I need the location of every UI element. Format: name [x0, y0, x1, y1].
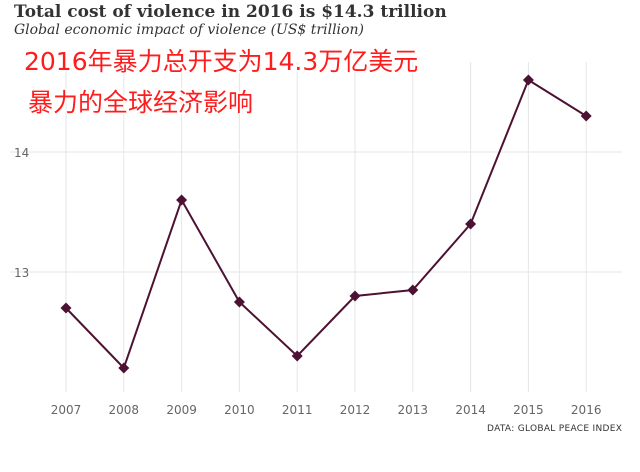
chart-title: Total cost of violence in 2016 is $14.3 …	[14, 2, 447, 22]
x-tick-label: 2015	[513, 403, 544, 417]
series-markers	[60, 74, 592, 374]
data-point-marker	[291, 350, 303, 362]
x-tick-label: 2007	[51, 403, 82, 417]
caption-line-1: 2016年暴力总开支为14.3万亿美元	[24, 47, 418, 76]
data-point-marker	[349, 290, 361, 302]
data-point-marker	[233, 296, 245, 308]
chart-subtitle: Global economic impact of violence (US$ …	[14, 22, 364, 38]
x-tick-label: 2009	[166, 403, 197, 417]
x-tick-label: 2010	[224, 403, 255, 417]
x-tick-label: 2012	[340, 403, 371, 417]
x-tick-label: 2013	[398, 403, 429, 417]
data-source-note: DATA: GLOBAL PEACE INDEX	[487, 424, 623, 434]
x-axis-ticks: 2007 2008 2009 2010 2011 2012 2013 2014 2015 2016	[51, 403, 602, 417]
data-point-marker	[407, 284, 419, 296]
series-line	[65, 78, 587, 370]
data-point-marker	[580, 110, 592, 122]
data-point-marker	[118, 362, 130, 374]
y-tick-label: 13	[14, 266, 29, 280]
caption-line-2: 暴力的全球经济影响	[28, 88, 253, 117]
y-tick-label: 14	[14, 146, 29, 160]
x-tick-label: 2008	[109, 403, 140, 417]
chinese-caption-overlay: 2016年暴力总开支为14.3万亿美元 暴力的全球经济影响	[23, 46, 420, 119]
x-tick-label: 2011	[282, 403, 313, 417]
x-tick-label: 2016	[571, 403, 602, 417]
data-point-marker	[176, 194, 188, 206]
data-point-marker	[522, 74, 534, 86]
data-point-marker	[465, 218, 477, 230]
x-tick-label: 2014	[455, 403, 486, 417]
y-axis-ticks: 14 13	[14, 146, 29, 280]
data-point-marker	[60, 302, 72, 314]
